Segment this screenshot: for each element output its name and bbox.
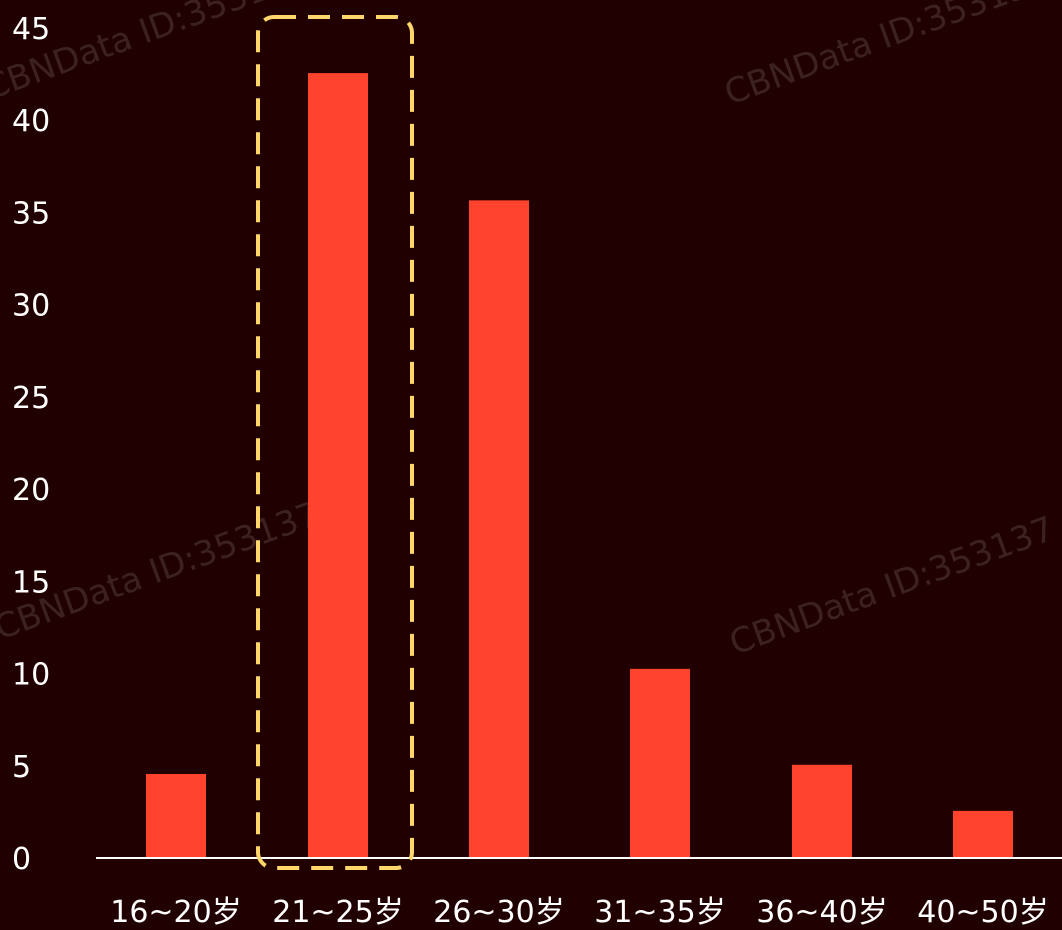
y-tick-label: 25 xyxy=(12,381,50,416)
bar xyxy=(953,810,1013,857)
y-tick-label: 15 xyxy=(12,565,50,600)
y-tick-label: 20 xyxy=(12,473,50,508)
x-category-label: 31~35岁 xyxy=(594,895,725,930)
y-tick-label: 10 xyxy=(12,658,50,693)
bar xyxy=(630,668,690,857)
watermark-text: CBNData ID:353137 xyxy=(724,509,1059,664)
y-tick-label: 30 xyxy=(12,289,50,324)
y-tick-label: 40 xyxy=(12,104,50,139)
bar xyxy=(792,764,852,857)
watermark-text: CBNData ID:353137 xyxy=(719,0,1054,113)
watermark-layer: CBNData ID:353137 CBNData ID:353137CBNDat… xyxy=(0,0,1059,663)
y-tick-labels: 0 5 10 15 20 25 30 35 40 45 xyxy=(12,12,50,877)
bar xyxy=(469,200,529,857)
x-category-label: 36~40岁 xyxy=(756,895,887,930)
bar xyxy=(308,73,368,858)
y-tick-label: 5 xyxy=(12,750,31,785)
x-category-label: 26~30岁 xyxy=(433,895,564,930)
bar xyxy=(146,774,206,857)
x-category-label: 40~50岁 xyxy=(917,895,1048,930)
x-category-label: 21~25岁 xyxy=(272,895,403,930)
y-tick-label: 0 xyxy=(12,842,31,877)
highlight-box xyxy=(256,15,414,870)
y-tick-label: 35 xyxy=(12,196,50,231)
bars-layer xyxy=(146,73,1013,858)
x-category-labels: 16~20岁 21~25岁 26~30岁 31~35岁 36~40岁 40~50岁 xyxy=(110,895,1048,930)
x-category-label: 16~20岁 xyxy=(110,895,241,930)
y-tick-label: 45 xyxy=(12,12,50,47)
